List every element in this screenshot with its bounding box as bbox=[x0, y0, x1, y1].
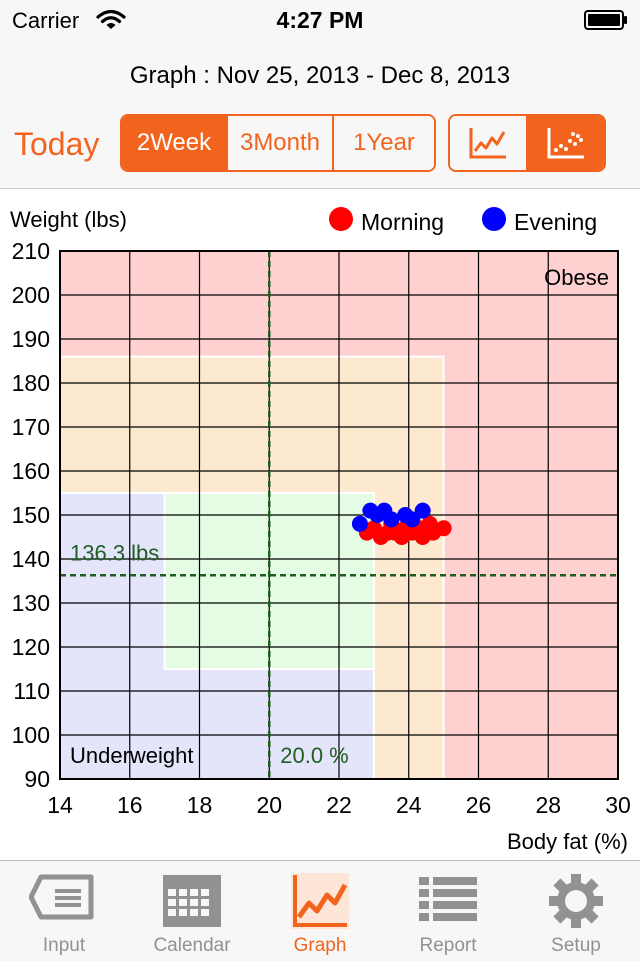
evening-point bbox=[404, 511, 421, 528]
plot-border bbox=[59, 250, 619, 780]
y-tick-label: 200 bbox=[12, 282, 50, 308]
y-tick-label: 160 bbox=[12, 458, 50, 484]
evening-point bbox=[383, 511, 400, 528]
line-chart-mode-button[interactable] bbox=[450, 116, 526, 170]
obese-zone-label: Obese bbox=[544, 265, 609, 290]
status-bar: Carrier 4:27 PM bbox=[0, 0, 640, 40]
wifi-icon bbox=[96, 9, 126, 29]
chart-area: 14 16 18 20 22 24 26 28 30 210 200 190 180 170 160 150 1… bbox=[0, 188, 640, 861]
range-2week-button[interactable]: 2Week bbox=[122, 116, 226, 170]
x-tick-label: 28 bbox=[535, 792, 561, 818]
tab-report[interactable]: Report bbox=[384, 861, 512, 961]
y-tick-label: 180 bbox=[12, 370, 50, 396]
y-tick-label: 100 bbox=[12, 722, 50, 748]
range-3month-button[interactable]: 3Month bbox=[226, 116, 332, 170]
x-axis-label: Body fat (%) bbox=[507, 829, 628, 854]
tab-calendar[interactable]: Calendar bbox=[128, 861, 256, 961]
target-fat-label: 20.0 % bbox=[280, 743, 349, 768]
input-icon bbox=[29, 874, 94, 920]
y-tick-label: 150 bbox=[12, 502, 50, 528]
y-tick-label: 120 bbox=[12, 634, 50, 660]
carrier-label: Carrier bbox=[12, 8, 80, 33]
tab-report-label: Report bbox=[419, 935, 477, 956]
tab-setup[interactable]: Setup bbox=[512, 861, 640, 961]
evening-point bbox=[351, 515, 368, 532]
tab-graph-label: Graph bbox=[293, 935, 347, 956]
today-button[interactable]: Today bbox=[14, 126, 100, 162]
legend-evening-label: Evening bbox=[514, 209, 597, 235]
legend: Morning Evening bbox=[329, 207, 597, 235]
legend-evening-marker bbox=[482, 207, 506, 231]
tab-input-label: Input bbox=[42, 935, 86, 956]
y-tick-label: 140 bbox=[12, 546, 50, 572]
morning-point bbox=[435, 520, 452, 537]
x-tick-label: 16 bbox=[117, 792, 143, 818]
calendar-icon bbox=[163, 875, 221, 927]
y-tick-label: 110 bbox=[13, 678, 50, 704]
x-tick-label: 22 bbox=[326, 792, 352, 818]
x-tick-label: 24 bbox=[396, 792, 422, 818]
x-tick-label: 14 bbox=[47, 792, 73, 818]
tab-input[interactable]: Input bbox=[0, 861, 128, 961]
range-1year-button[interactable]: 1Year bbox=[332, 116, 434, 170]
range-segmented-control: 2Week 3Month 1Year bbox=[120, 114, 436, 172]
tab-bar: Input Calendar Graph bbox=[0, 860, 640, 961]
legend-morning-label: Morning bbox=[361, 209, 444, 235]
evening-point bbox=[414, 502, 431, 519]
view-mode-segmented-control bbox=[448, 114, 606, 172]
legend-morning-marker bbox=[329, 207, 353, 231]
x-tick-label: 30 bbox=[605, 792, 631, 818]
tab-graph[interactable]: Graph bbox=[256, 861, 384, 961]
graph-date-range-title: Graph : Nov 25, 2013 - Dec 8, 2013 bbox=[129, 62, 511, 89]
body-fat-weight-scatter-chart: 14 16 18 20 22 24 26 28 30 210 200 190 180 170 160 150 1… bbox=[10, 207, 631, 854]
scatter-chart-icon bbox=[547, 128, 584, 159]
report-icon bbox=[419, 877, 477, 921]
x-tick-label: 26 bbox=[466, 792, 492, 818]
y-tick-label: 170 bbox=[12, 414, 50, 440]
target-weight-label: 136.3 lbs bbox=[70, 540, 159, 565]
tab-setup-label: Setup bbox=[551, 935, 601, 956]
line-chart-icon bbox=[469, 128, 506, 159]
gear-icon bbox=[549, 874, 603, 928]
y-tick-label: 210 bbox=[12, 238, 50, 264]
battery-icon bbox=[584, 10, 627, 30]
y-tick-label: 90 bbox=[24, 766, 50, 792]
y-axis-label: Weight (lbs) bbox=[10, 207, 127, 232]
tab-calendar-label: Calendar bbox=[153, 935, 231, 956]
x-tick-label: 20 bbox=[256, 792, 282, 818]
y-tick-label: 130 bbox=[12, 590, 50, 616]
y-tick-label: 190 bbox=[12, 326, 50, 352]
x-tick-label: 18 bbox=[187, 792, 213, 818]
graph-icon bbox=[291, 873, 349, 929]
underweight-zone-label: Underweight bbox=[70, 743, 194, 768]
scatter-chart-mode-button[interactable] bbox=[526, 116, 604, 170]
status-time: 4:27 PM bbox=[276, 7, 364, 33]
